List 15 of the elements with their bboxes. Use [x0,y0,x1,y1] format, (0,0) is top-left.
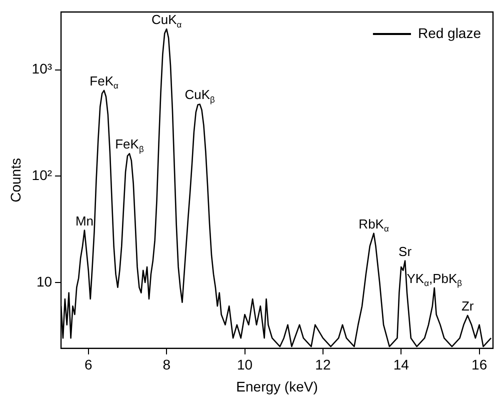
y-tick-label: 10³ [32,60,52,77]
x-tick-label: 16 [472,356,488,373]
x-tick-label: 8 [162,356,171,373]
y-tick-label: 10 [36,273,52,290]
x-axis-title: Energy (keV) [236,378,318,394]
x-tick-label: 12 [315,356,331,373]
x-tick-label: 14 [393,356,410,373]
legend-label: Red glaze [418,24,482,41]
annotation: Mn [75,213,94,228]
y-tick-label: 10² [32,167,52,184]
annotation: Zr [461,298,474,314]
x-tick-label: 6 [84,356,92,373]
x-tick-label: 10 [236,356,253,373]
y-axis-title: Counts [7,158,24,202]
annotation: Sr [398,244,412,259]
